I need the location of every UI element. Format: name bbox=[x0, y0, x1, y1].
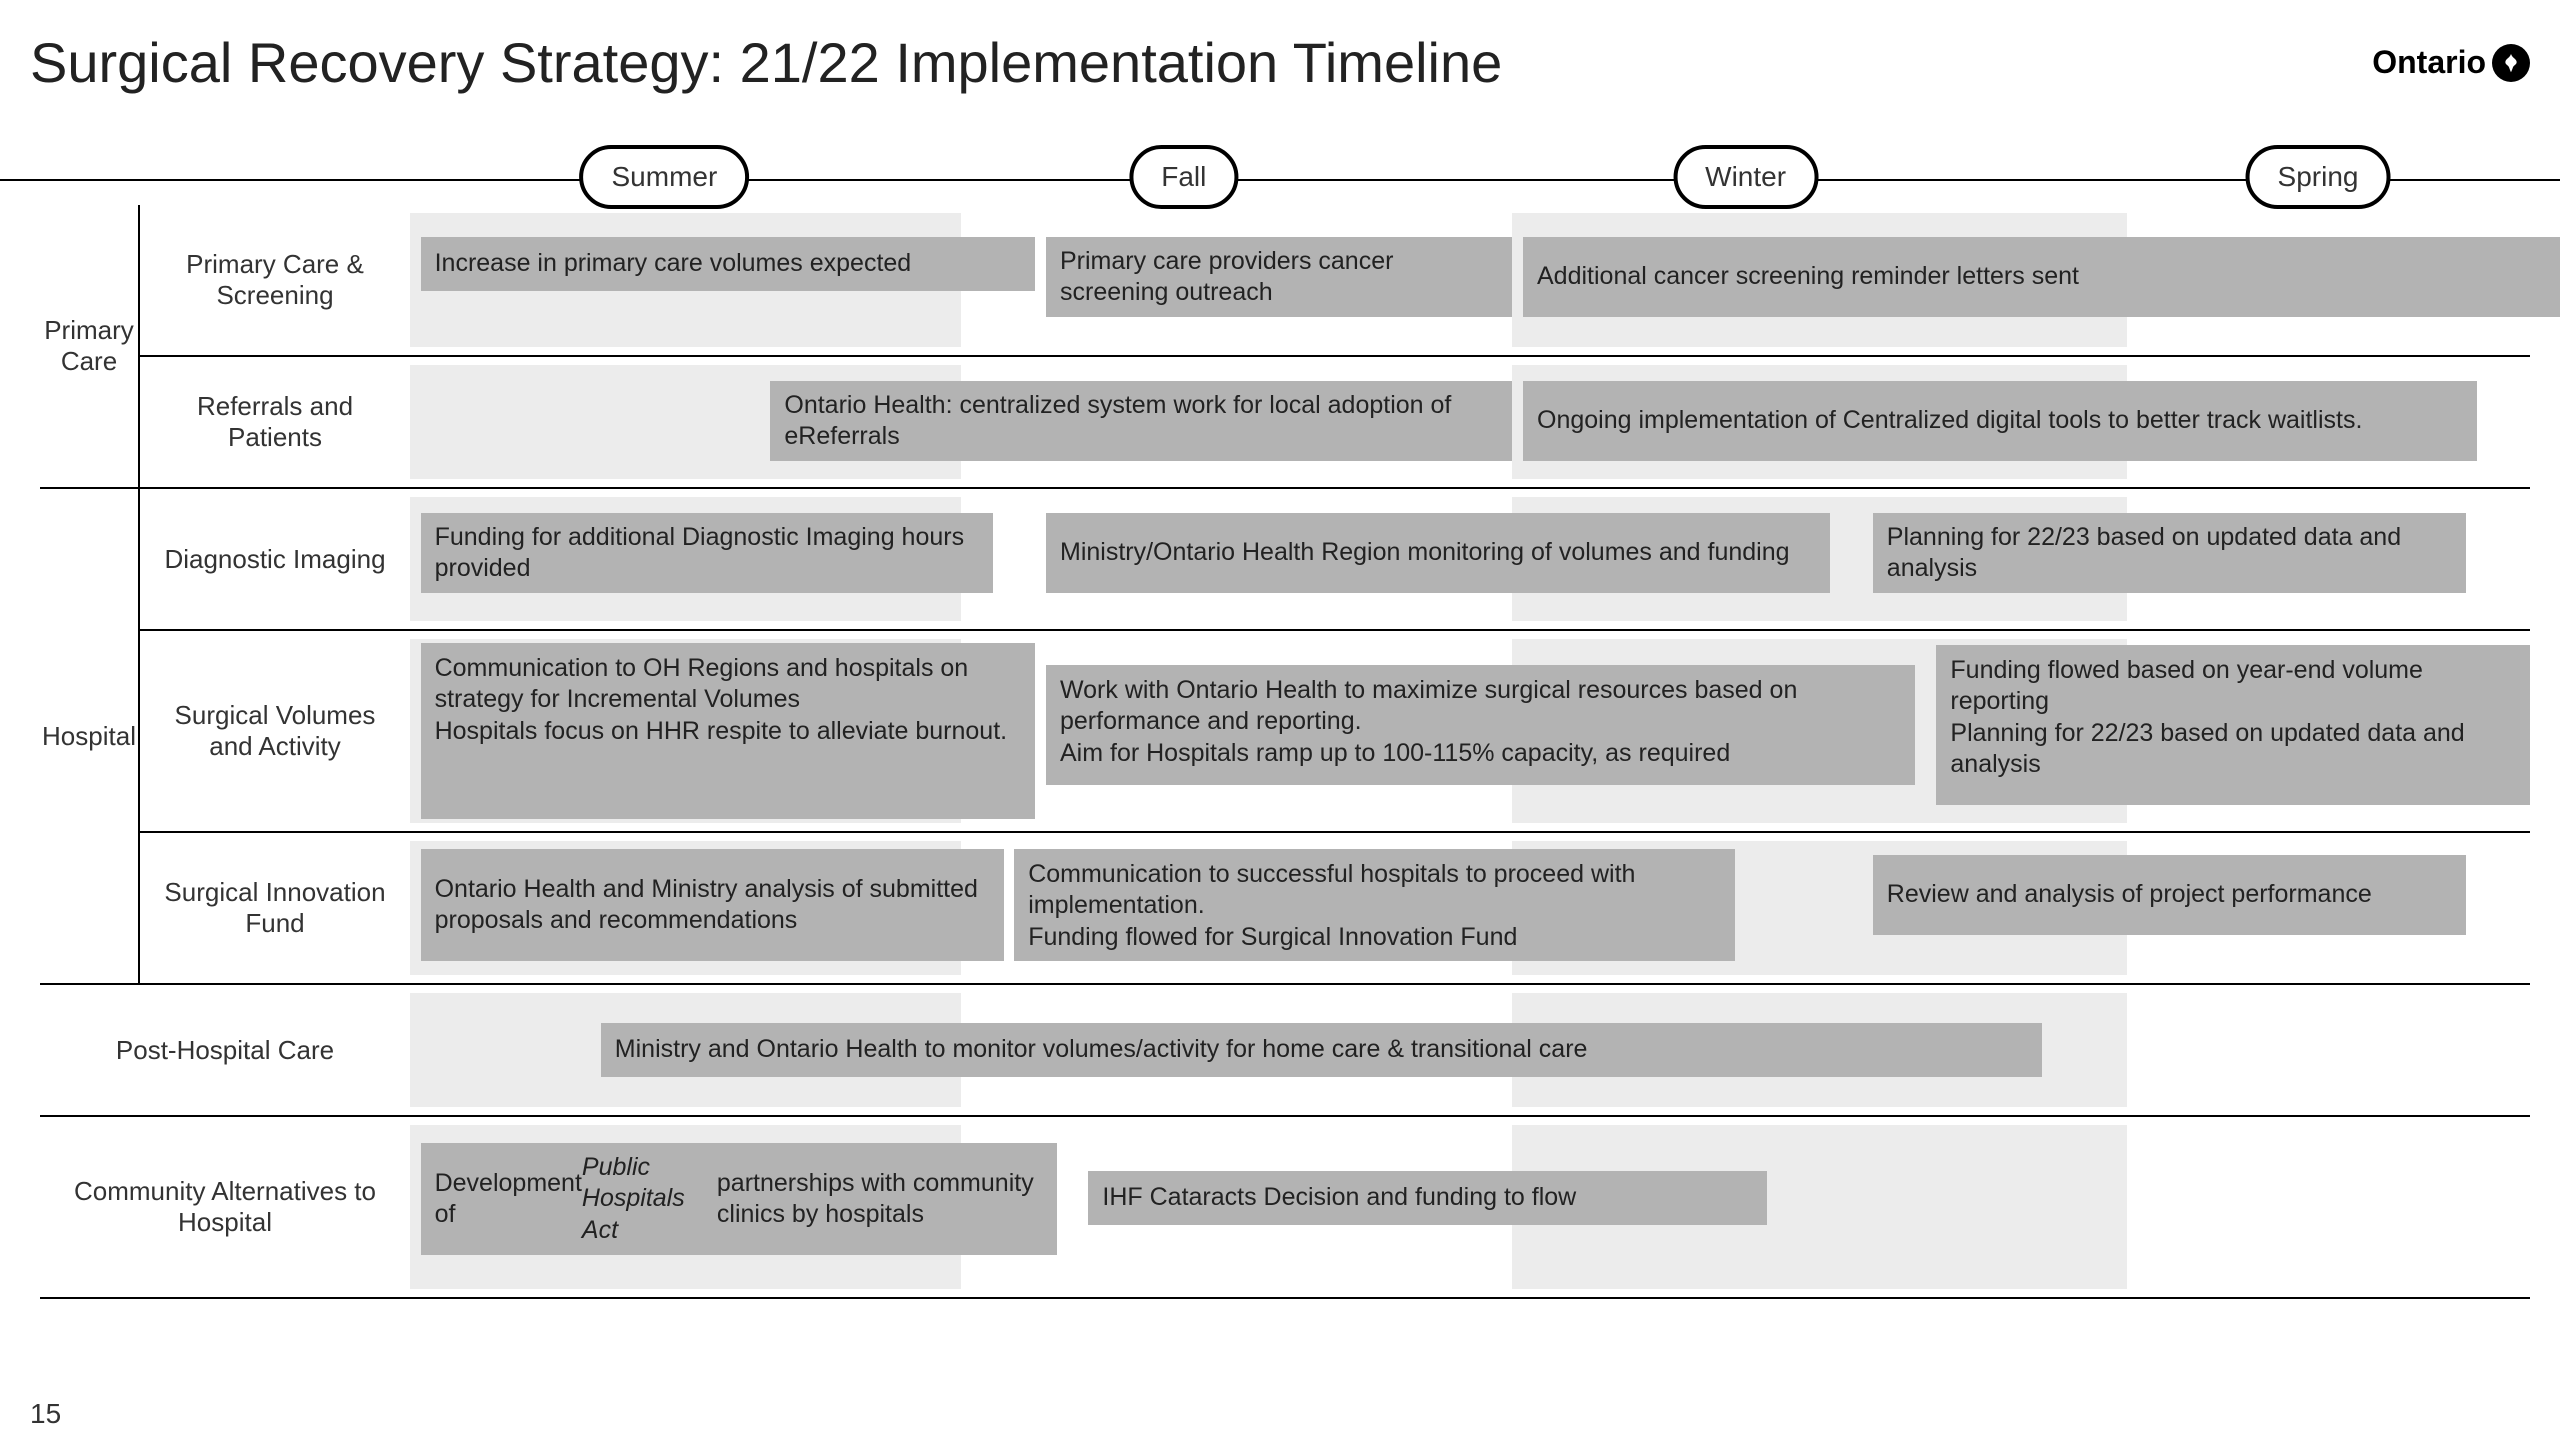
season-pill: Winter bbox=[1673, 145, 1818, 209]
timeline-bar: Development of Public Hospitals Act part… bbox=[421, 1143, 1057, 1255]
group-row: Primary CarePrimary Care & ScreeningIncr… bbox=[40, 205, 2530, 489]
season-header: SummerFallWinterSpring bbox=[410, 145, 2530, 205]
timeline-bar: Communication to OH Regions and hospital… bbox=[421, 643, 1036, 819]
season-pill: Spring bbox=[2246, 145, 2391, 209]
page-title: Surgical Recovery Strategy: 21/22 Implem… bbox=[30, 30, 1502, 95]
row-label: Community Alternatives to Hospital bbox=[40, 1117, 410, 1297]
row-label: Diagnostic Imaging bbox=[140, 489, 410, 629]
timeline-bar: Additional cancer screening reminder let… bbox=[1523, 237, 2560, 317]
timeline-bar: Review and analysis of project performan… bbox=[1873, 855, 2467, 935]
timeline-bar: Ongoing implementation of Centralized di… bbox=[1523, 381, 2477, 461]
row-label: Primary Care & Screening bbox=[140, 205, 410, 355]
timeline-bar: Work with Ontario Health to maximize sur… bbox=[1046, 665, 1915, 785]
timeline-bar: Primary care providers cancer screening … bbox=[1046, 237, 1512, 317]
trillium-icon bbox=[2492, 44, 2530, 82]
timeline-bar: IHF Cataracts Decision and funding to fl… bbox=[1088, 1171, 1766, 1225]
row-label: Surgical Volumes and Activity bbox=[140, 631, 410, 831]
timeline-bar: Communication to successful hospitals to… bbox=[1014, 849, 1735, 961]
timeline-bar: Increase in primary care volumes expecte… bbox=[421, 237, 1036, 291]
group-label: Primary Care bbox=[40, 205, 140, 487]
timeline-bar: Funding for additional Diagnostic Imagin… bbox=[421, 513, 993, 593]
row-label: Post-Hospital Care bbox=[40, 985, 410, 1115]
timeline-bar: Planning for 22/23 based on updated data… bbox=[1873, 513, 2467, 593]
page-number: 15 bbox=[30, 1398, 61, 1430]
timeline-bar: Ministry and Ontario Health to monitor v… bbox=[601, 1023, 2043, 1077]
timeline-bar: Funding flowed based on year-end volume … bbox=[1936, 645, 2530, 805]
ontario-logo: Ontario bbox=[2372, 44, 2530, 82]
row-label: Surgical Innovation Fund bbox=[140, 833, 410, 983]
logo-text: Ontario bbox=[2372, 44, 2486, 81]
group-row: Post-Hospital Care Ministry and Ontario H… bbox=[40, 985, 2530, 1117]
timeline-bar: Ministry/Ontario Health Region monitorin… bbox=[1046, 513, 1830, 593]
timeline-bar: Ontario Health: centralized system work … bbox=[770, 381, 1512, 461]
timeline-bar: Ontario Health and Ministry analysis of … bbox=[421, 849, 1004, 961]
season-pill: Fall bbox=[1129, 145, 1238, 209]
season-pill: Summer bbox=[579, 145, 749, 209]
group-row: Community Alternatives to HospitalDevelo… bbox=[40, 1117, 2530, 1299]
group-label: Hospital bbox=[40, 489, 140, 983]
group-row: HospitalDiagnostic ImagingFunding for ad… bbox=[40, 489, 2530, 985]
row-label: Referrals and Patients bbox=[140, 357, 410, 487]
